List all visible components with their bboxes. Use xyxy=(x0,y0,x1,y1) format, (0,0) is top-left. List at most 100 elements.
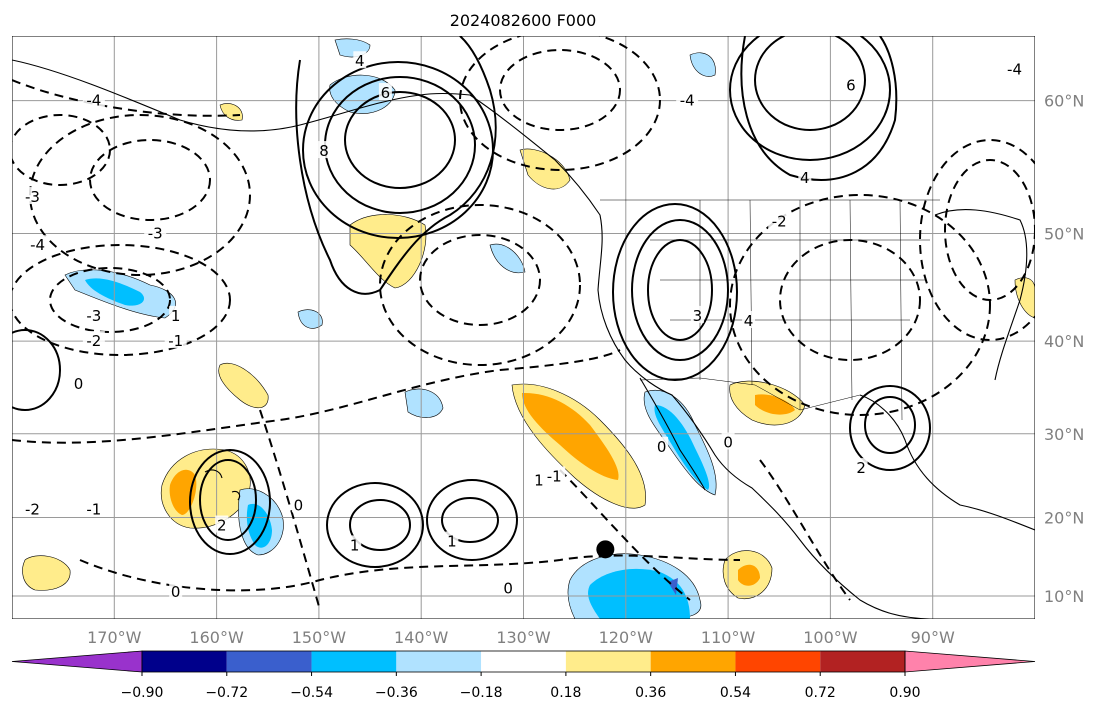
shade-yellow-west xyxy=(22,555,71,591)
contour-label: -3 xyxy=(148,225,163,243)
contour-label-bg xyxy=(291,495,305,513)
contour-high-ne-2 xyxy=(729,36,891,161)
contour-label-bg xyxy=(655,436,669,454)
lon-tick-label: 90°W xyxy=(911,628,955,647)
contour-low-13 xyxy=(12,114,111,186)
solid-contours xyxy=(12,36,931,568)
colorbar-tick-label: 0.54 xyxy=(720,685,751,701)
contour-label: -1 xyxy=(547,467,562,485)
shade-orange-core xyxy=(522,392,619,480)
lat-tick-label: 60°N xyxy=(1044,92,1084,111)
contour-label-bg xyxy=(721,432,735,450)
colorbar-segment xyxy=(650,651,736,672)
state-borders xyxy=(600,199,940,421)
dashed-contours xyxy=(12,36,1035,611)
contour-label: -3 xyxy=(25,188,40,206)
contour-label-bg xyxy=(21,187,44,205)
contour-label: 0 xyxy=(657,438,667,456)
figure-title: 2024082600 F000 xyxy=(450,11,597,30)
contour-label-bg xyxy=(378,83,392,101)
contour-label: 2 xyxy=(856,459,866,477)
contour-label: 4 xyxy=(744,312,754,330)
lon-tick-label: 110°W xyxy=(701,628,756,647)
lon-tick-label: 160°W xyxy=(189,628,244,647)
contour-label-bg xyxy=(854,458,868,476)
lat-tick-label: 10°N xyxy=(1044,587,1084,606)
contour-high-west-3 xyxy=(612,203,738,381)
lat-tick-label: 40°N xyxy=(1044,332,1084,351)
colorbar-extend-high xyxy=(904,650,1036,673)
contour-west-edge xyxy=(12,329,61,411)
shade-blue-center xyxy=(404,388,444,418)
contour-low-2 xyxy=(459,36,661,171)
contour-low-8 xyxy=(29,114,251,276)
contour-label: 1 xyxy=(447,532,457,550)
contour-high-ne-1 xyxy=(754,36,866,131)
colorbar: −0.90 −0.72 −0.54 −0.36 −0.18 0.18 0.36 0.54 0.7… xyxy=(11,650,1036,701)
colorbar-tick-label: −0.18 xyxy=(460,685,503,701)
contour-low-7 xyxy=(89,139,211,221)
contour-label: -4 xyxy=(1007,60,1022,78)
shade-blue-south-core xyxy=(588,568,690,619)
contour-mid-1 xyxy=(349,499,411,551)
coastline-gulf xyxy=(859,394,1035,531)
longitude-tick-labels: 170°W 160°W 150°W 140°W 130°W 120°W 110°W 100°W… xyxy=(87,628,955,647)
contour-high-hawaii-1 xyxy=(199,459,257,541)
shade-blue-mid2 xyxy=(489,243,526,274)
colorbar-segment xyxy=(396,651,482,672)
contour-label: 2 xyxy=(217,517,227,535)
contour-label-bg xyxy=(742,311,756,329)
contour-label: 0 xyxy=(171,583,181,601)
contour-label: -4 xyxy=(680,92,695,110)
contour-label: 1 xyxy=(350,536,360,554)
contour-label-bg xyxy=(164,331,187,349)
contour-label: -1 xyxy=(168,332,183,350)
lon-tick-label: 170°W xyxy=(87,628,142,647)
contour-label-bg xyxy=(353,51,367,69)
coastline-baja xyxy=(639,377,706,491)
contour-label-bg xyxy=(71,374,85,392)
colorbar-tick-label: 0.90 xyxy=(889,685,920,701)
contour-label: 8 xyxy=(319,142,329,160)
contour-label-bg xyxy=(82,305,105,323)
contour-label: 6 xyxy=(381,84,391,102)
contour-label: 4 xyxy=(355,52,365,70)
contour-label-bg xyxy=(676,90,699,108)
colorbar-tick-label: −0.90 xyxy=(121,685,164,701)
shade-blue-rockies xyxy=(689,52,716,77)
colorbar-tick-label: −0.36 xyxy=(375,685,418,701)
contour-label-bg xyxy=(543,466,566,484)
contour-mid-4 xyxy=(426,479,518,561)
contour-label-bg xyxy=(26,235,49,253)
contour-label-bg xyxy=(348,535,362,553)
contour-mid-2 xyxy=(326,482,424,568)
contour-label-bg xyxy=(21,499,44,517)
contour-label-bg xyxy=(82,499,105,517)
contour-label: 4 xyxy=(800,169,810,187)
colorbar-frame xyxy=(141,650,906,673)
contour-high-gulf-2 xyxy=(849,385,931,471)
contour-label-bg xyxy=(82,90,105,108)
contour-label: -2 xyxy=(86,332,101,350)
coastline-north-america-west xyxy=(469,94,931,619)
contour-label: 3 xyxy=(693,307,703,325)
contour-mid-3 xyxy=(441,497,499,543)
colorbar-segment xyxy=(481,651,566,672)
colorbar-segment xyxy=(226,651,312,672)
contour-label-bg xyxy=(844,75,858,93)
colorbar-extend-low xyxy=(11,650,143,673)
contour-label: 6 xyxy=(846,76,856,94)
contour-label-bg xyxy=(445,531,459,549)
shaded-anomaly-layer xyxy=(22,38,1035,619)
contour-label-bg xyxy=(501,578,515,596)
lon-tick-label: 120°W xyxy=(599,628,654,647)
lat-tick-label: 30°N xyxy=(1044,425,1084,444)
shade-yellow-center xyxy=(218,363,269,408)
contour-low-3 xyxy=(419,234,541,326)
contour-label-bg xyxy=(169,305,183,323)
coastline-east xyxy=(934,209,1028,381)
colorbar-segment xyxy=(565,651,651,672)
contour-label-bg xyxy=(169,582,183,600)
